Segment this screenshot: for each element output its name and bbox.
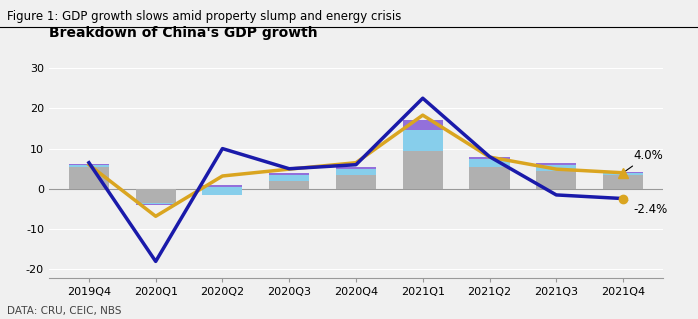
Bar	[69, 167, 109, 189]
Bar	[536, 163, 577, 165]
Bar	[269, 175, 309, 181]
Text: Breakdown of China's GDP growth: Breakdown of China's GDP growth	[49, 26, 318, 40]
Bar	[202, 189, 242, 195]
Bar	[536, 165, 577, 171]
Bar	[336, 169, 376, 175]
Bar	[135, 203, 176, 205]
Text: 4.0%: 4.0%	[625, 149, 663, 171]
Text: DATA: CRU, CEIC, NBS: DATA: CRU, CEIC, NBS	[7, 306, 121, 316]
Bar	[403, 130, 443, 151]
Bar	[269, 173, 309, 175]
Bar	[603, 175, 643, 189]
Bar	[69, 165, 109, 167]
Text: Figure 1: GDP growth slows amid property slump and energy crisis: Figure 1: GDP growth slows amid property…	[7, 10, 401, 23]
Bar	[403, 120, 443, 130]
Bar	[470, 157, 510, 159]
Bar	[536, 171, 577, 189]
Text: -2.4%: -2.4%	[625, 200, 667, 216]
Bar	[202, 187, 242, 195]
Bar	[336, 175, 376, 189]
Bar	[603, 172, 643, 173]
Bar	[403, 151, 443, 189]
Bar	[603, 173, 643, 175]
Bar	[470, 159, 510, 167]
Bar	[135, 189, 176, 203]
Bar	[202, 185, 242, 187]
Bar	[135, 204, 176, 205]
Bar	[69, 164, 109, 165]
Bar	[269, 181, 309, 189]
Bar	[336, 167, 376, 169]
Bar	[470, 167, 510, 189]
